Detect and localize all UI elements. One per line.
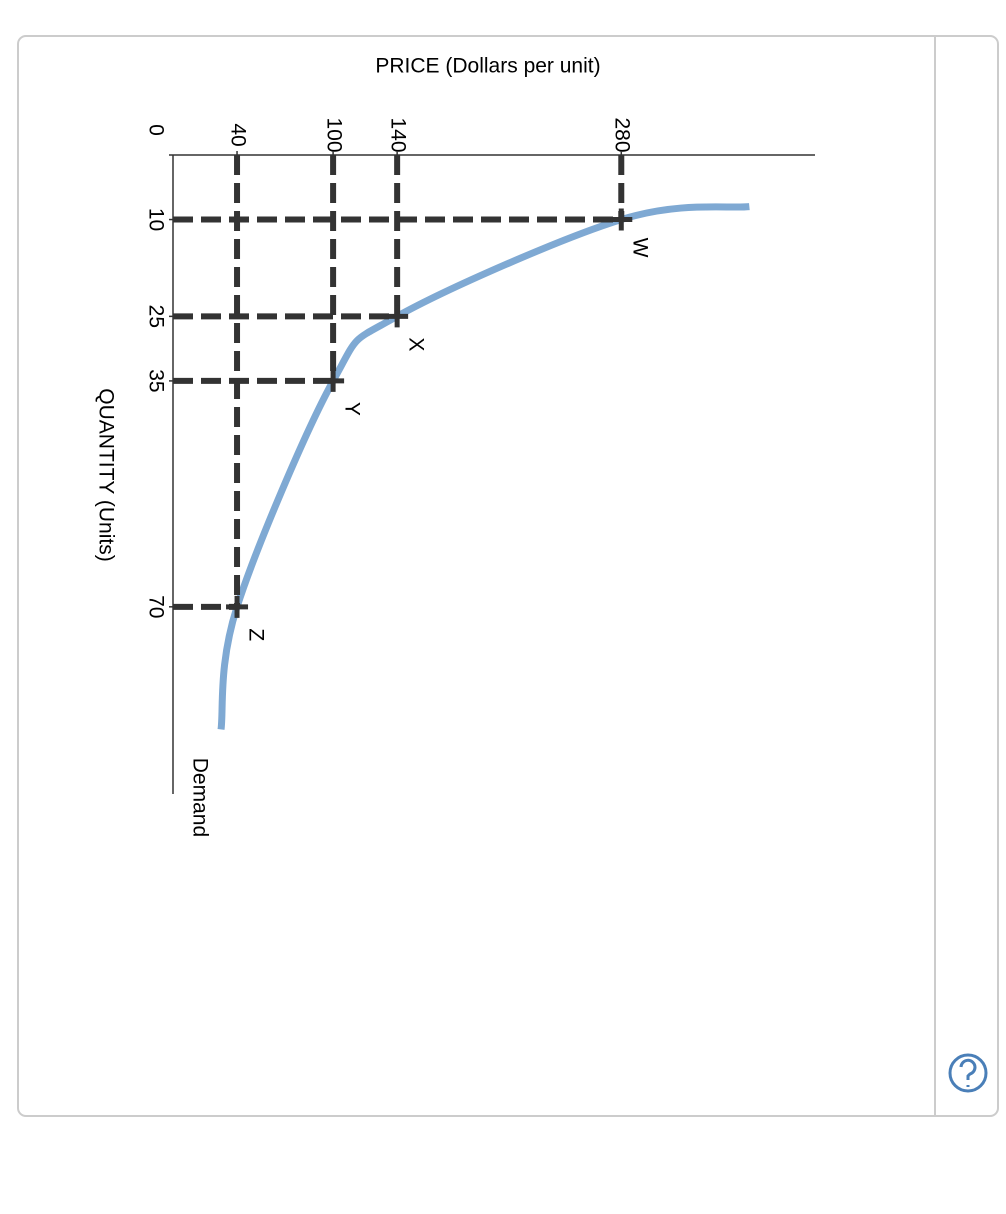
x-tick-label: 35 (144, 369, 167, 392)
y-tick-label: 100 (323, 117, 346, 152)
chart: PRICE (Dollars per unit) QUANTITY (Units… (94, 55, 815, 837)
point-marker (226, 595, 249, 618)
point-label: W (629, 238, 652, 258)
x-tick-label: 70 (144, 595, 167, 618)
x-tick-label: 25 (144, 305, 167, 328)
axis-title-price: PRICE (Dollars per unit) (375, 55, 600, 78)
axis-title-quantity: QUANTITY (Units) (94, 388, 117, 561)
point-marker (322, 369, 345, 392)
y-tick-label: 40 (226, 123, 249, 146)
point-label: Z (244, 628, 267, 641)
x-tick-label: 0 (144, 124, 167, 136)
point-label: Y (341, 402, 364, 416)
help-icon[interactable] (948, 1053, 988, 1093)
point-label: X (405, 337, 428, 351)
point-marker (610, 208, 633, 231)
panel (17, 35, 999, 1117)
point-marker (386, 305, 409, 328)
help-button[interactable] (948, 1053, 988, 1093)
series-label: Demand (188, 758, 211, 837)
x-tick-label: 10 (144, 208, 167, 231)
y-tick-label: 140 (387, 117, 410, 152)
y-tick-label: 280 (611, 117, 634, 152)
help-glyph (959, 1058, 977, 1087)
